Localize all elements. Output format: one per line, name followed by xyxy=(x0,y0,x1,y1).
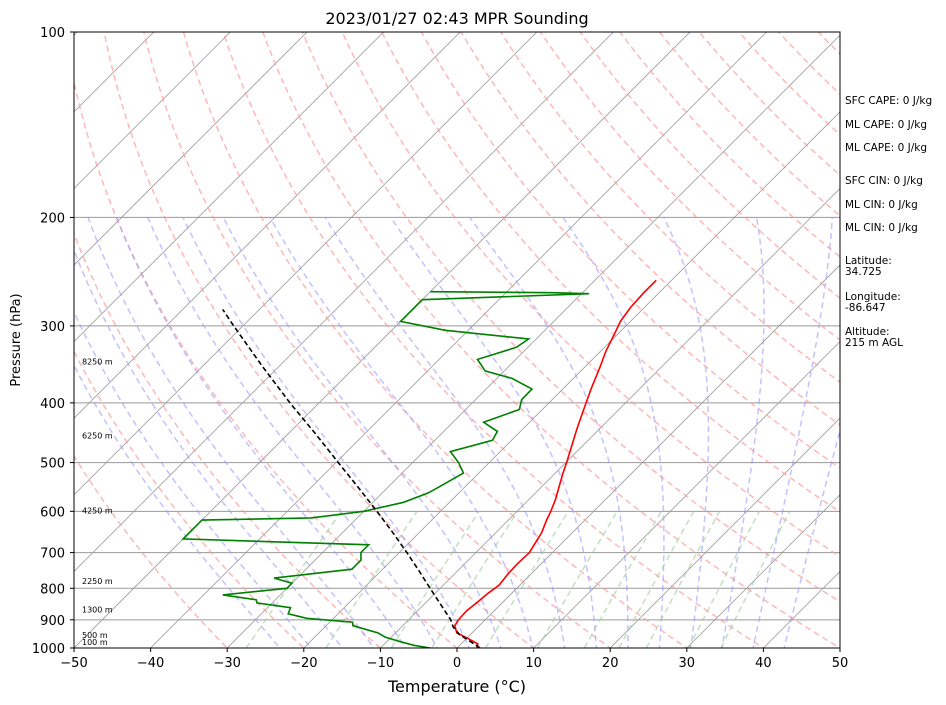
info-annotation: ML CIN: 0 J/kg xyxy=(845,222,918,234)
x-tick-label: −30 xyxy=(213,656,240,671)
info-annotation: ML CIN: 0 J/kg xyxy=(845,199,918,211)
y-tick-label: 100 xyxy=(40,26,65,41)
info-panel: SFC CAPE: 0 J/kg ML CAPE: 0 J/kg ML CAPE: … xyxy=(845,95,932,349)
moist-adiabat-line xyxy=(147,217,439,648)
x-tick-label: −10 xyxy=(367,656,394,671)
moist-adiabat-line xyxy=(74,363,281,648)
x-tick-label: 0 xyxy=(453,656,461,671)
moist-adiabat-line xyxy=(721,217,765,648)
mixing-ratio-line xyxy=(618,510,695,648)
info-annotation: ML CAPE: 0 J/kg xyxy=(845,142,927,154)
x-axis-label: Temperature (°C) xyxy=(387,677,526,696)
y-tick-label: 600 xyxy=(40,505,65,520)
y-tick-label: 500 xyxy=(40,457,65,472)
isotherm-line xyxy=(686,494,840,648)
y-tick-label: 700 xyxy=(40,547,65,562)
mixing-ratio-line xyxy=(431,510,519,648)
mixing-ratio-line xyxy=(484,510,569,648)
moist-adiabat-line xyxy=(115,217,407,648)
info-annotation: SFC CIN: 0 J/kg xyxy=(845,175,923,187)
height-marker-label: 8250 m xyxy=(82,358,113,367)
moist-adiabat-line xyxy=(324,217,566,648)
dry-adiabat-line xyxy=(103,32,535,648)
y-tick-label: 300 xyxy=(40,320,65,335)
x-tick-label: 30 xyxy=(679,656,696,671)
isotherm-line xyxy=(379,187,840,648)
moist-adiabat-line xyxy=(469,216,629,648)
dry-adiabat-line xyxy=(222,32,765,648)
isotherm-line xyxy=(74,32,538,496)
grid-layer xyxy=(74,32,840,648)
mixing-ratio-line xyxy=(720,510,791,648)
height-marker-label: 2250 m xyxy=(82,577,113,586)
info-annotation: 34.725 xyxy=(845,266,882,278)
x-tick-label: −50 xyxy=(60,656,87,671)
y-tick-label: 800 xyxy=(40,582,65,597)
info-annotation: 215 m AGL xyxy=(845,337,903,349)
y-tick-label: 400 xyxy=(40,397,65,412)
moist-adiabat-line xyxy=(562,216,665,648)
dry-adiabat-line xyxy=(74,231,382,648)
height-marker-label: 500 m xyxy=(82,631,108,640)
y-axis-ticks: 100 200 300 400 500 600 700 800 900 1000 xyxy=(32,26,74,657)
moist-adiabat-line xyxy=(74,310,312,648)
info-annotation: -86.647 xyxy=(845,302,886,314)
info-annotation: Latitude: xyxy=(845,255,892,267)
dry-adiabat-line xyxy=(500,32,840,384)
height-marker-label: 1300 m xyxy=(82,606,113,615)
isotherm-line xyxy=(74,32,308,266)
height-marker-label: 6250 m xyxy=(82,432,113,441)
y-tick-label: 900 xyxy=(40,614,65,629)
y-tick-label: 200 xyxy=(40,211,65,226)
isotherm-line xyxy=(150,32,768,648)
moist-adiabat-line xyxy=(752,217,834,648)
mixing-ratio-line xyxy=(688,510,761,648)
isotherm-line xyxy=(74,32,691,648)
isotherm-line xyxy=(533,341,840,648)
info-annotation: Longitude: xyxy=(845,291,901,303)
parcel-profile-line xyxy=(222,308,481,648)
dry-adiabat-line xyxy=(74,454,229,648)
temperature-profile-line xyxy=(453,279,657,648)
x-tick-label: −20 xyxy=(290,656,317,671)
chart-title: 2023/01/27 02:43 MPR Sounding xyxy=(325,9,588,28)
dry-adiabat-line xyxy=(262,32,840,648)
isotherm-line xyxy=(74,32,461,419)
height-marker-label: 4250 m xyxy=(82,506,113,515)
isotherm-line xyxy=(609,417,840,648)
moist-adiabat-line xyxy=(783,427,840,648)
dry-adiabat-line xyxy=(460,32,840,426)
mixing-ratio-line xyxy=(536,510,618,648)
moist-adiabat-line xyxy=(663,217,710,648)
mixing-ratio-line xyxy=(645,510,721,648)
info-annotation: SFC CAPE: 0 J/kg xyxy=(845,95,932,107)
isotherm-line xyxy=(74,32,385,343)
height-marker-label: 100 m xyxy=(82,638,108,647)
dry-adiabat-line xyxy=(143,32,612,648)
moist-adiabat-line xyxy=(222,217,502,648)
dewpoint-profile-line xyxy=(181,290,590,648)
info-annotation: Altitude: xyxy=(845,326,890,338)
x-tick-label: 10 xyxy=(525,656,542,671)
mixing-ratio-line xyxy=(583,510,663,648)
dry-adiabat-line xyxy=(539,32,840,341)
dry-adiabat-line xyxy=(74,349,305,648)
info-annotation: ML CAPE: 0 J/kg xyxy=(845,119,927,131)
x-axis-ticks: −50 −40 −30 −20 −10 0 10 20 30 40 50 xyxy=(60,648,848,671)
y-tick-label: 1000 xyxy=(32,642,65,657)
x-tick-label: 50 xyxy=(832,656,849,671)
x-tick-label: 20 xyxy=(602,656,619,671)
isotherm-line xyxy=(74,32,614,572)
x-tick-label: −40 xyxy=(137,656,164,671)
moist-adiabat-line xyxy=(269,217,534,648)
y-axis-label: Pressure (hPa) xyxy=(9,293,24,386)
isotherm-line xyxy=(226,34,840,648)
moist-adiabat-line xyxy=(390,216,598,648)
isotherm-line xyxy=(456,264,840,648)
x-tick-label: 40 xyxy=(755,656,772,671)
isotherm-line xyxy=(74,32,231,189)
series-layer xyxy=(181,279,657,648)
